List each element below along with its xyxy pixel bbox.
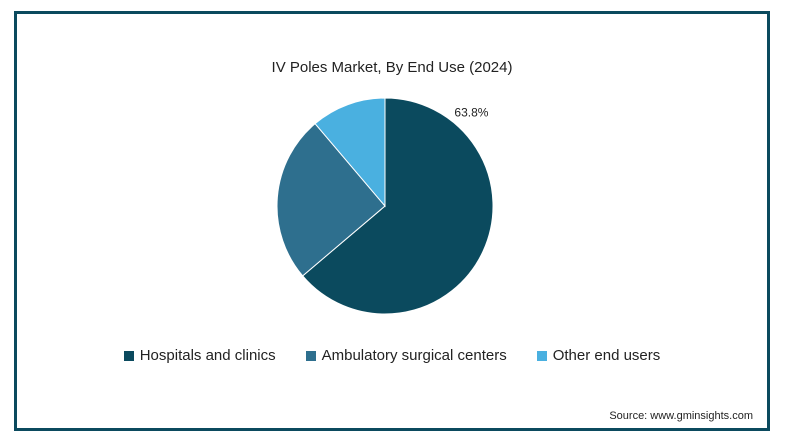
legend-swatch-ambulatory: [305, 350, 316, 361]
pie-slice-0: [301, 97, 494, 315]
pie-slice-1: [276, 122, 386, 277]
legend-swatch-other: [536, 350, 547, 361]
pie-chart: 63.8%: [276, 97, 494, 315]
legend-label-other: Other end users: [552, 347, 661, 364]
chart-frame: IV Poles Market, By End Use (2024) 63.8%…: [14, 11, 770, 431]
legend-item-hospitals: Hospitals and clinics: [123, 347, 276, 364]
legend-label-ambulatory: Ambulatory surgical centers: [321, 347, 507, 364]
legend: Hospitals and clinics Ambulatory surgica…: [17, 347, 767, 364]
pie-data-label-0: 63.8%: [454, 105, 488, 119]
legend-item-other: Other end users: [536, 347, 661, 364]
pie-slice-2: [314, 97, 386, 208]
legend-label-hospitals: Hospitals and clinics: [139, 347, 276, 364]
chart-title: IV Poles Market, By End Use (2024): [271, 59, 513, 76]
legend-item-ambulatory: Ambulatory surgical centers: [305, 347, 507, 364]
source-note: Source: www.gminsights.com: [609, 410, 753, 422]
legend-swatch-hospitals: [123, 350, 134, 361]
